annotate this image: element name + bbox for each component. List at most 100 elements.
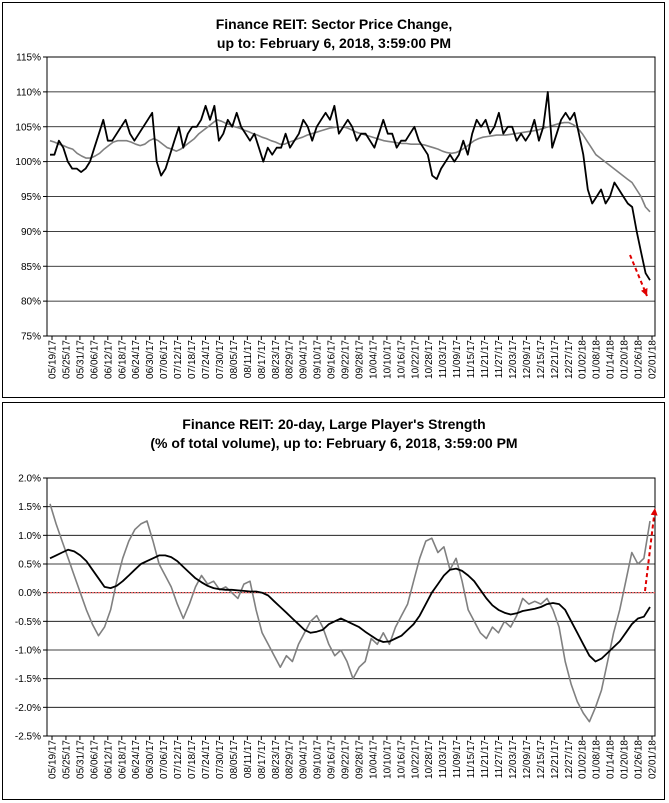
x-tick-label: 10/16/17	[396, 740, 407, 779]
x-tick-label: 12/15/17	[536, 340, 547, 379]
x-tick-label: 12/21/17	[550, 740, 561, 779]
y-tick-label: 75%	[21, 332, 41, 343]
x-tick-label: 07/24/17	[201, 740, 212, 779]
x-tick-label: 12/21/17	[550, 340, 561, 379]
x-tick-label: 05/25/17	[61, 740, 72, 779]
x-tick-label: 07/30/17	[215, 740, 226, 779]
x-tick-label: 09/22/17	[341, 740, 352, 779]
plot-area	[46, 477, 656, 737]
y-tick-label: 80%	[21, 297, 41, 308]
x-tick-label: 01/20/18	[620, 340, 631, 379]
x-tick-label: 06/24/17	[131, 340, 142, 379]
x-tick-label: 07/30/17	[215, 340, 226, 379]
x-tick-label: 05/19/17	[48, 340, 59, 379]
x-tick-label: 12/27/17	[564, 340, 575, 379]
x-tick-label: 01/08/18	[592, 740, 603, 779]
x-tick-label: 06/06/17	[89, 740, 100, 779]
x-tick-label: 10/22/17	[410, 340, 421, 379]
x-tick-label: 06/12/17	[103, 340, 114, 379]
x-tick-label: 11/03/17	[438, 740, 449, 779]
x-tick-label: 10/04/17	[368, 740, 379, 779]
x-tick-label: 06/12/17	[103, 740, 114, 779]
x-tick-label: 02/01/18	[648, 340, 659, 379]
x-tick-label: 05/31/17	[75, 740, 86, 779]
x-tick-label: 06/30/17	[145, 340, 156, 379]
x-tick-label: 08/29/17	[285, 340, 296, 379]
y-tick-label: 1.5%	[18, 502, 41, 513]
x-tick-label: 10/10/17	[382, 740, 393, 779]
x-tick-label: 01/20/18	[620, 740, 631, 779]
x-tick-label: 09/10/17	[313, 740, 324, 779]
x-tick-label: 07/18/17	[187, 340, 198, 379]
chart-title-line1: Finance REIT: Sector Price Change,	[216, 16, 453, 32]
x-tick-label: 12/09/17	[522, 340, 533, 379]
x-tick-label: 06/18/17	[117, 340, 128, 379]
x-tick-label: 08/05/17	[229, 340, 240, 379]
y-tick-label: -0.5%	[15, 617, 41, 628]
large-player-strength-chart: Finance REIT: 20-day, Large Player's Str…	[2, 402, 665, 800]
x-tick-label: 05/31/17	[75, 340, 86, 379]
black-series-line	[50, 91, 651, 281]
x-tick-label: 12/27/17	[564, 740, 575, 779]
x-tick-label: 10/10/17	[382, 340, 393, 379]
x-tick-label: 05/19/17	[48, 740, 59, 779]
y-tick-label: -2.5%	[15, 732, 41, 743]
x-tick-label: 08/23/17	[271, 740, 282, 779]
x-tick-label: 01/26/18	[634, 740, 645, 779]
x-tick-label: 11/27/17	[494, 340, 505, 379]
y-tick-label: 105%	[15, 122, 41, 133]
chart-title-line2: up to: February 6, 2018, 3:59:00 PM	[217, 35, 451, 51]
y-tick-label: -1.5%	[15, 674, 41, 685]
x-tick-label: 08/29/17	[285, 740, 296, 779]
x-tick-label: 10/28/17	[424, 340, 435, 379]
x-tick-label: 06/24/17	[131, 740, 142, 779]
x-tick-label: 07/12/17	[173, 340, 184, 379]
x-tick-label: 09/04/17	[299, 340, 310, 379]
x-tick-label: 08/17/17	[257, 340, 268, 379]
x-tick-label: 11/09/17	[452, 740, 463, 779]
x-tick-label: 09/16/17	[327, 340, 338, 379]
x-tick-label: 01/14/18	[606, 340, 617, 379]
x-tick-label: 09/22/17	[341, 340, 352, 379]
x-tick-label: 12/03/17	[508, 740, 519, 779]
y-tick-label: 95%	[21, 192, 41, 203]
x-tick-label: 08/11/17	[243, 740, 254, 779]
x-tick-label: 11/27/17	[494, 740, 505, 779]
x-tick-label: 09/04/17	[299, 740, 310, 779]
x-tick-label: 06/06/17	[89, 340, 100, 379]
y-tick-label: 2.0%	[18, 474, 41, 485]
x-tick-label: 08/11/17	[243, 340, 254, 379]
x-tick-label: 06/30/17	[145, 740, 156, 779]
x-tick-label: 07/06/17	[159, 340, 170, 379]
price-change-chart: Finance REIT: Sector Price Change, up to…	[2, 2, 665, 398]
black-series-line	[49, 548, 651, 663]
x-tick-label: 01/08/18	[592, 340, 603, 379]
x-tick-label: 02/01/18	[648, 740, 659, 779]
y-tick-label: 0.0%	[18, 588, 41, 599]
trend-arrow-head	[641, 288, 648, 296]
x-tick-label: 09/28/17	[354, 340, 365, 379]
x-tick-label: 11/21/17	[480, 740, 491, 779]
x-tick-label: 10/16/17	[396, 340, 407, 379]
x-tick-label: 08/17/17	[257, 740, 268, 779]
x-tick-label: 07/12/17	[173, 740, 184, 779]
x-tick-label: 05/25/17	[61, 340, 72, 379]
x-tick-label: 08/05/17	[229, 740, 240, 779]
x-tick-label: 12/03/17	[508, 340, 519, 379]
x-tick-label: 09/28/17	[354, 740, 365, 779]
x-tick-label: 12/09/17	[522, 740, 533, 779]
x-tick-label: 08/23/17	[271, 340, 282, 379]
x-tick-label: 11/21/17	[480, 340, 491, 379]
x-tick-label: 11/15/17	[466, 340, 477, 379]
x-tick-label: 07/06/17	[159, 740, 170, 779]
x-tick-label: 01/02/18	[578, 340, 589, 379]
x-tick-label: 11/03/17	[438, 340, 449, 379]
y-tick-label: 1.0%	[18, 531, 41, 542]
y-tick-label: 100%	[15, 157, 41, 168]
y-tick-label: 115%	[16, 53, 41, 64]
x-tick-label: 06/18/17	[117, 740, 128, 779]
trend-arrow-head	[650, 508, 658, 516]
x-tick-label: 12/15/17	[536, 740, 547, 779]
y-tick-label: 110%	[16, 87, 41, 98]
y-tick-label: 0.5%	[18, 560, 41, 571]
